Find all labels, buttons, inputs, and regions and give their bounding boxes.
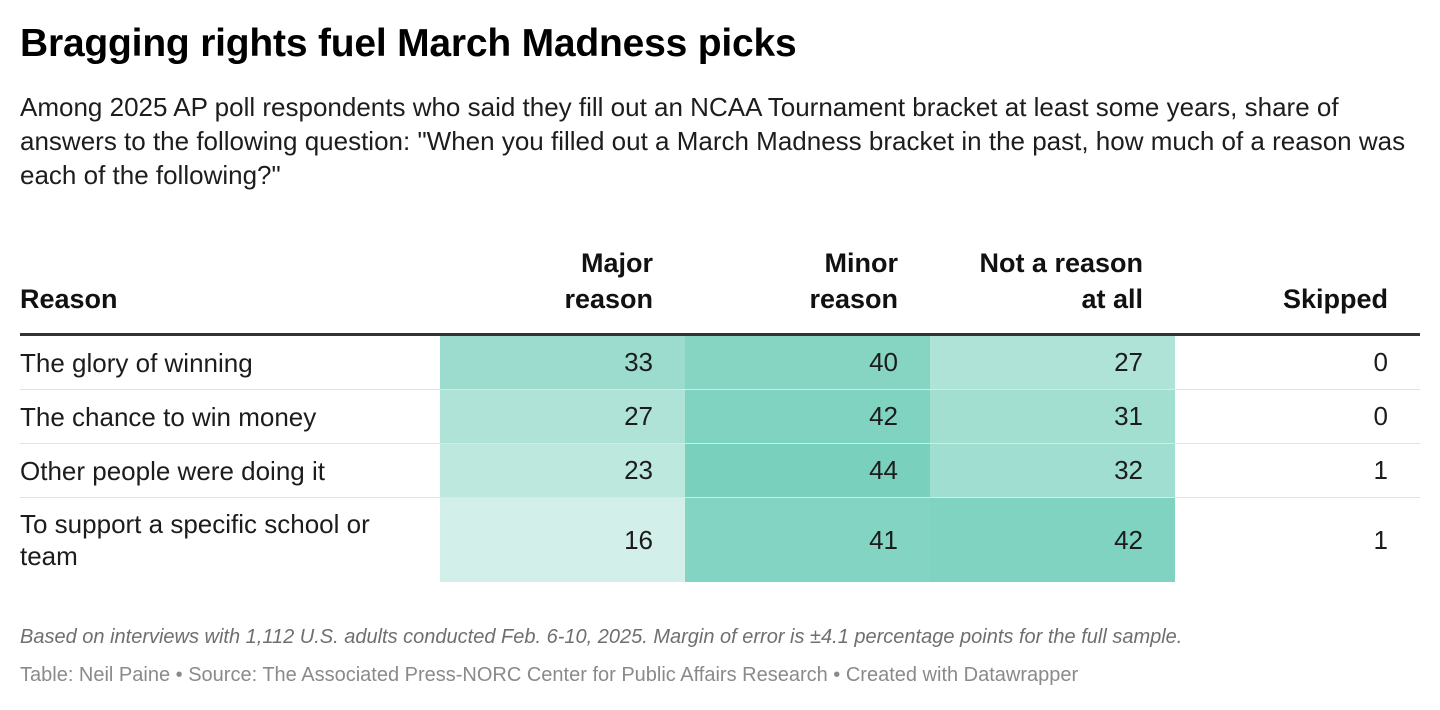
table-row: The chance to win money 27 42 31 0 bbox=[20, 389, 1420, 444]
minor-reason-cell: 40 bbox=[685, 334, 930, 390]
not-a-reason-cell: 27 bbox=[930, 334, 1175, 390]
reason-cell: Other people were doing it bbox=[20, 443, 440, 498]
skipped-cell: 0 bbox=[1175, 389, 1420, 444]
data-table: Reason Major reason Minor reason Not a r… bbox=[20, 245, 1420, 582]
header-row: Reason Major reason Minor reason Not a r… bbox=[20, 245, 1420, 336]
major-reason-cell: 27 bbox=[440, 389, 685, 444]
header-reason: Reason bbox=[20, 245, 440, 336]
minor-reason-cell: 41 bbox=[685, 497, 930, 582]
table-row: To support a specific school or team 16 … bbox=[20, 497, 1420, 582]
header-minor-line-1: Minor bbox=[824, 248, 899, 278]
header-not-line-2: at all bbox=[1081, 284, 1143, 314]
header-skipped-line: Skipped bbox=[1282, 284, 1388, 314]
chart-notes: Based on interviews with 1,112 U.S. adul… bbox=[20, 626, 1183, 648]
not-a-reason-cell: 42 bbox=[930, 497, 1175, 582]
header-reason-line: Reason bbox=[20, 284, 118, 314]
minor-reason-cell: 42 bbox=[685, 389, 930, 444]
header-skipped: Skipped bbox=[1175, 245, 1420, 336]
reason-cell: To support a specific school or team bbox=[20, 509, 370, 571]
major-reason-cell: 16 bbox=[440, 497, 685, 582]
minor-reason-cell: 44 bbox=[685, 443, 930, 498]
header-major-reason: Major reason bbox=[440, 245, 685, 336]
header-not-line-1: Not a reason bbox=[979, 248, 1143, 278]
skipped-cell: 1 bbox=[1373, 524, 1388, 555]
major-reason-cell: 23 bbox=[440, 443, 685, 498]
chart-subtitle: Among 2025 AP poll respondents who said … bbox=[20, 92, 1406, 190]
not-a-reason-cell: 32 bbox=[930, 443, 1175, 498]
not-a-reason-cell: 31 bbox=[930, 389, 1175, 444]
reason-cell: The chance to win money bbox=[20, 389, 440, 444]
header-minor-line-2: reason bbox=[809, 284, 898, 314]
major-reason-cell: 33 bbox=[440, 334, 685, 390]
chart-title: Bragging rights fuel March Madness picks bbox=[20, 22, 797, 65]
skipped-cell: 1 bbox=[1175, 443, 1420, 498]
chart-source: Table: Neil Paine • Source: The Associat… bbox=[20, 664, 1079, 686]
header-minor-reason: Minor reason bbox=[685, 245, 930, 336]
header-major-line-2: reason bbox=[564, 284, 653, 314]
header-not-a-reason: Not a reason at all bbox=[930, 245, 1175, 336]
table-row: Other people were doing it 23 44 32 1 bbox=[20, 443, 1420, 498]
reason-cell: The glory of winning bbox=[20, 334, 440, 390]
skipped-cell: 0 bbox=[1175, 334, 1420, 390]
table-row: The glory of winning 33 40 27 0 bbox=[20, 334, 1420, 390]
header-major-line-1: Major bbox=[580, 248, 653, 278]
